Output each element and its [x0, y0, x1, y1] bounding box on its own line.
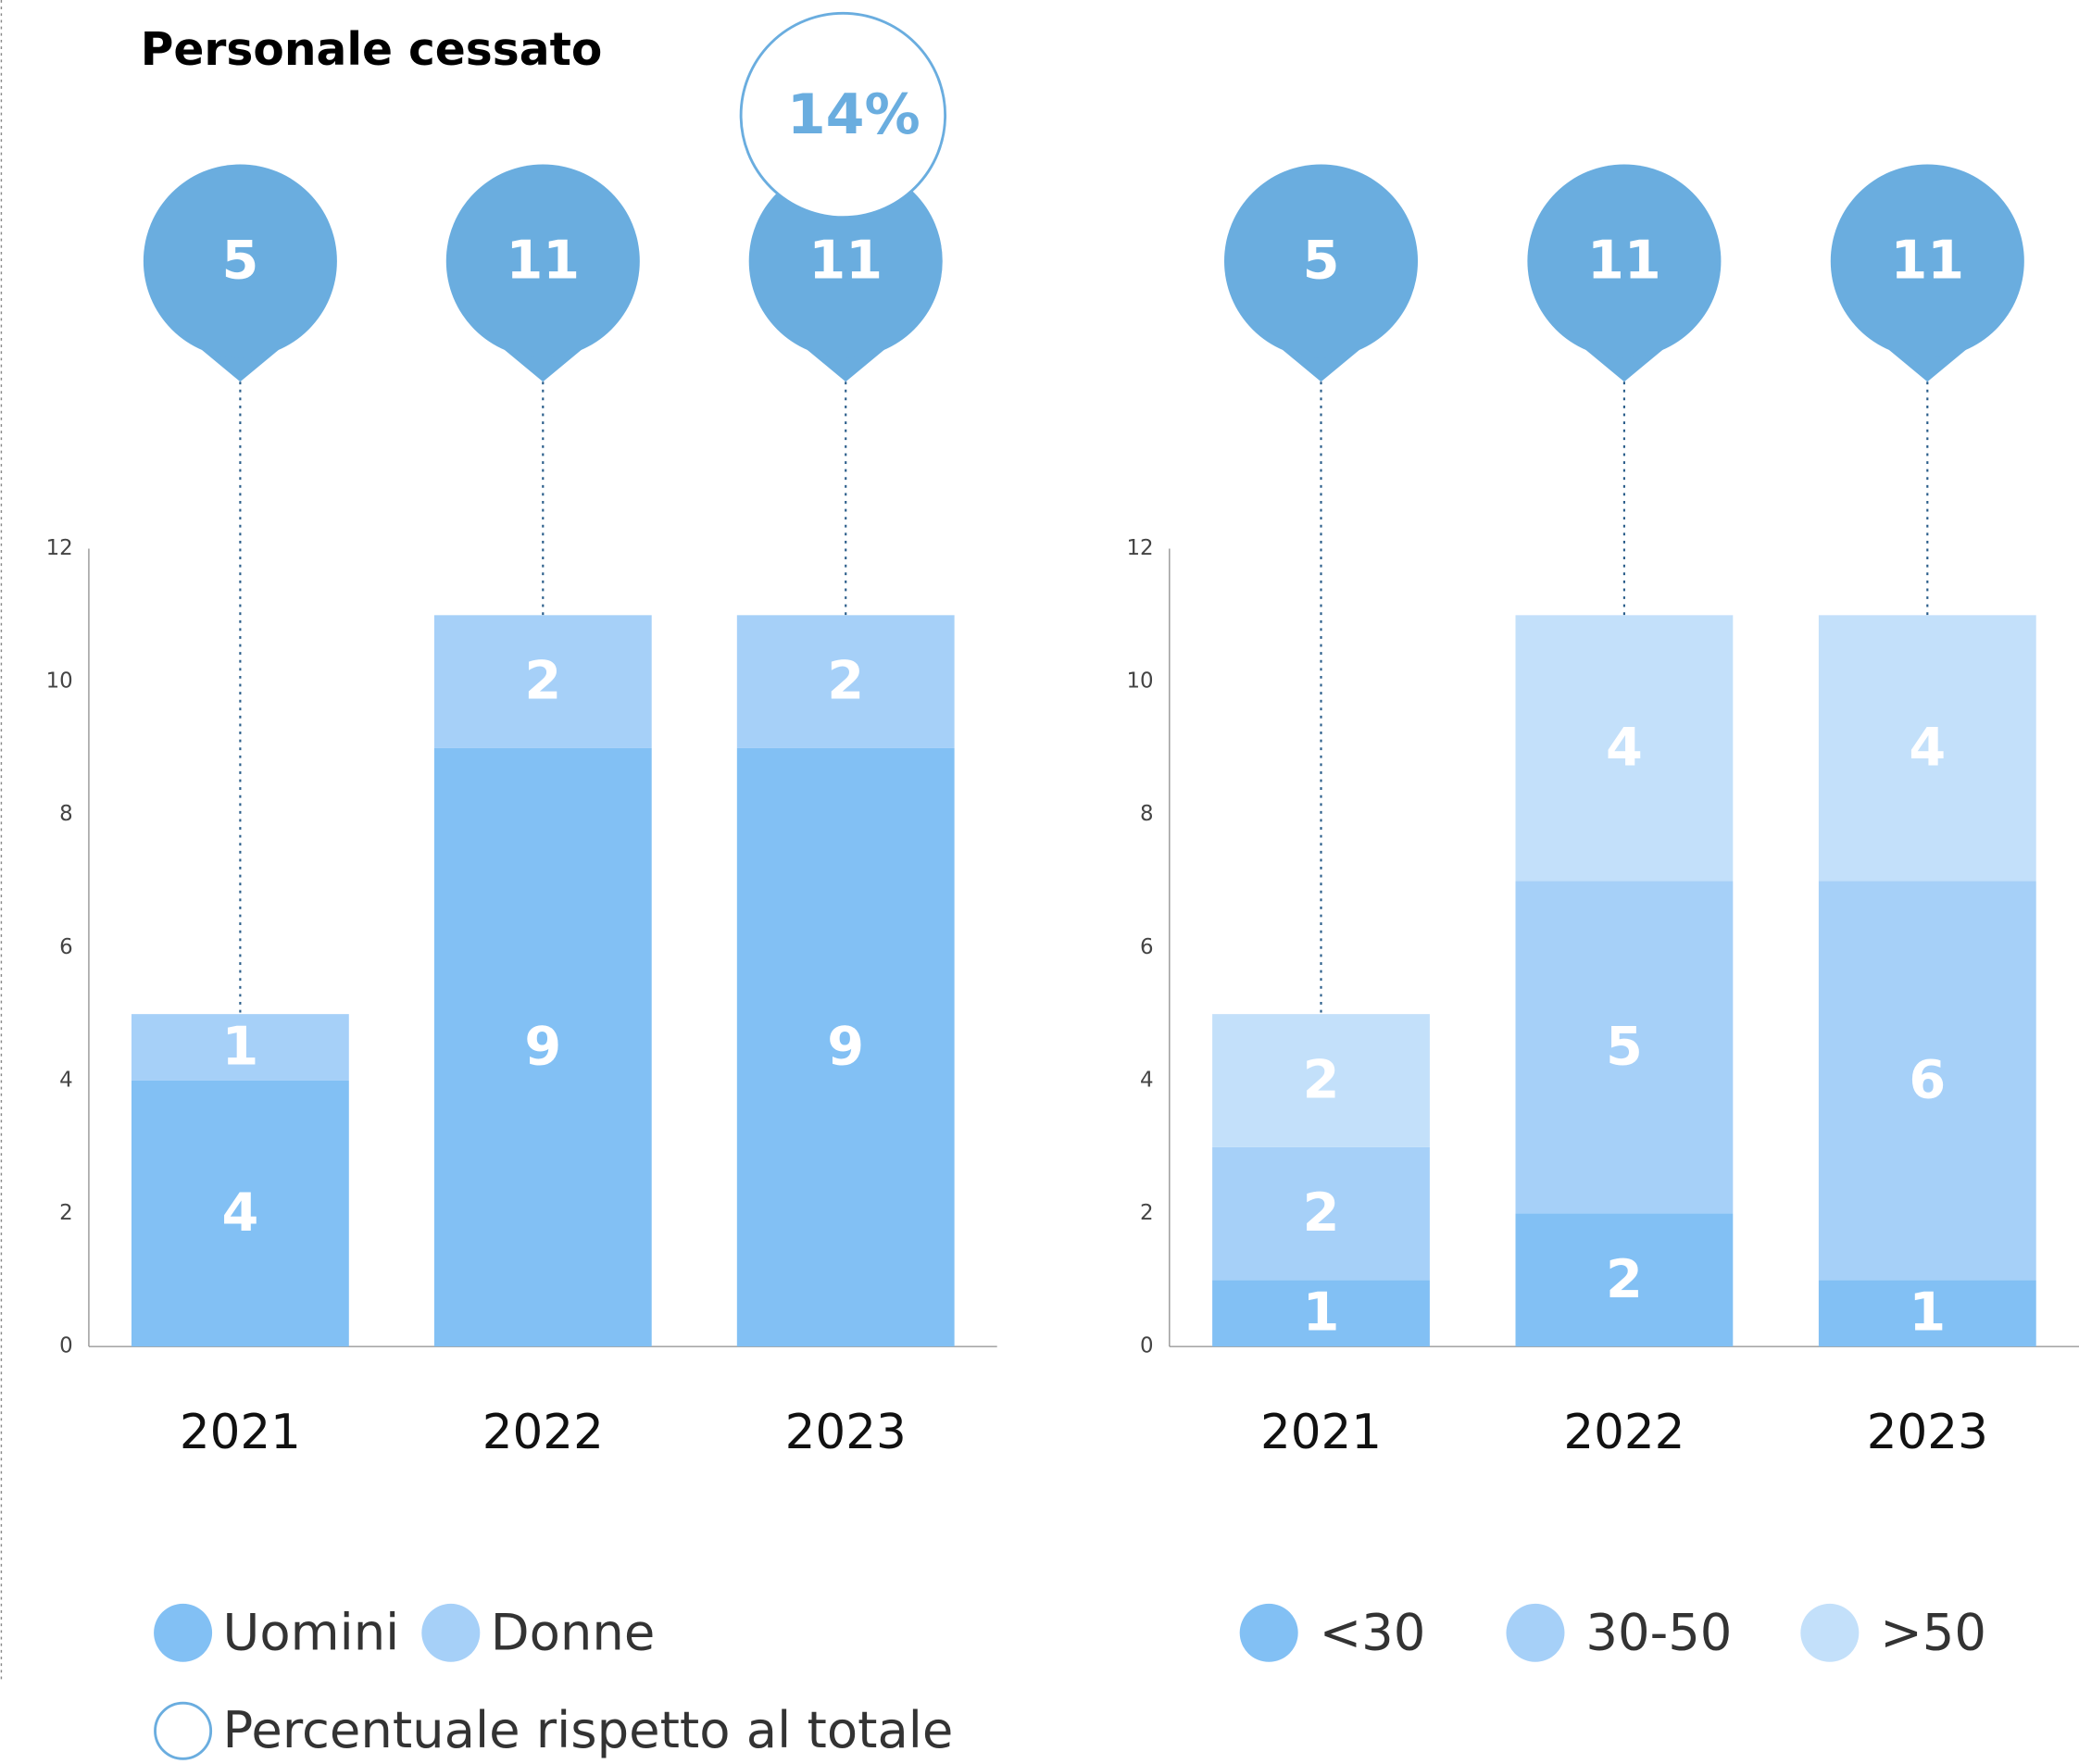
- x-tick-label: 2021: [1260, 1405, 1382, 1460]
- x-tick-label: 2022: [1563, 1405, 1684, 1460]
- total-label: 11: [1890, 229, 1964, 291]
- y-tick-label: 0: [59, 1334, 73, 1358]
- bar-segment: [1212, 1280, 1430, 1347]
- y-tick-label: 12: [46, 536, 73, 560]
- segment-label: 1: [221, 1016, 258, 1078]
- total-bubble-circle: [1830, 164, 2024, 358]
- segment-label: 4: [1606, 716, 1643, 778]
- x-tick-label: 2022: [482, 1405, 604, 1460]
- total-bubble-circle: [748, 164, 943, 358]
- segment-label: 2: [827, 650, 864, 712]
- legend-swatch: [154, 1603, 213, 1662]
- y-tick-label: 0: [1140, 1334, 1154, 1358]
- bar-segment: [1818, 615, 2036, 882]
- y-tick-label: 4: [59, 1068, 73, 1092]
- legend-label: >50: [1880, 1603, 1986, 1661]
- segment-label: 6: [1909, 1048, 1946, 1110]
- bar-segment: [1515, 1213, 1734, 1347]
- segment-label: 1: [1909, 1282, 1946, 1344]
- legend-label: 30-50: [1585, 1603, 1732, 1661]
- y-tick-label: 2: [1140, 1201, 1154, 1225]
- legend-swatch: [1506, 1603, 1565, 1662]
- segment-label: 2: [524, 650, 561, 712]
- x-tick-label: 2021: [180, 1405, 301, 1460]
- bar-segment: [131, 1080, 349, 1347]
- segment-label: 1: [1303, 1282, 1340, 1344]
- legend-label: Uomini: [223, 1603, 400, 1661]
- segment-label: 2: [1303, 1048, 1340, 1110]
- total-bubble-circle: [445, 164, 640, 358]
- total-label: 11: [808, 229, 883, 291]
- total-label: 5: [1303, 229, 1340, 291]
- chart-title: Personale cessato: [141, 24, 603, 76]
- segment-label: 4: [1909, 716, 1946, 778]
- segment-label: 2: [1303, 1182, 1340, 1244]
- total-label: 5: [221, 229, 258, 291]
- total-label: 11: [1587, 229, 1661, 291]
- legend-swatch: [154, 1701, 213, 1760]
- total-label: 11: [506, 229, 580, 291]
- total-bubble-circle: [143, 164, 337, 358]
- segment-label: 9: [827, 1016, 864, 1078]
- y-tick-label: 10: [46, 669, 73, 694]
- y-tick-label: 8: [1140, 802, 1154, 826]
- bar-segment: [433, 615, 652, 748]
- bar-segment: [131, 1014, 349, 1081]
- percent-circle: [739, 11, 947, 219]
- y-tick-label: 10: [1126, 669, 1153, 694]
- legend-swatch: [421, 1603, 481, 1662]
- y-tick-label: 12: [1126, 536, 1153, 560]
- bar-segment: [1818, 1280, 2036, 1347]
- bar-segment: [736, 615, 955, 748]
- y-tick-label: 6: [59, 935, 73, 959]
- segment-label: 5: [1606, 1016, 1643, 1078]
- bar-segment: [1818, 881, 2036, 1281]
- bar-segment: [1515, 615, 1734, 882]
- bar-segment: [1212, 1014, 1430, 1147]
- segment-label: 4: [221, 1182, 258, 1244]
- y-tick-label: 6: [1140, 935, 1154, 959]
- legend-label: <30: [1320, 1603, 1426, 1661]
- bar-segment: [433, 747, 652, 1347]
- segment-label: 2: [1606, 1248, 1643, 1310]
- y-tick-label: 4: [1140, 1068, 1154, 1092]
- percent-label: 14%: [787, 82, 921, 147]
- total-bubble-circle: [1223, 164, 1419, 358]
- total-bubble-circle: [1527, 164, 1722, 358]
- legend-label: Percentuale rispetto al totale: [223, 1701, 954, 1759]
- y-tick-label: 8: [59, 802, 73, 826]
- y-tick-label: 2: [59, 1201, 73, 1225]
- legend-label: Donne: [491, 1603, 656, 1661]
- x-tick-label: 2023: [1867, 1405, 1988, 1460]
- segment-label: 9: [524, 1016, 561, 1078]
- bar-segment: [736, 747, 955, 1347]
- x-tick-label: 2023: [785, 1405, 907, 1460]
- bar-segment: [1212, 1146, 1430, 1281]
- legend-swatch: [1800, 1603, 1860, 1662]
- legend-swatch: [1239, 1603, 1298, 1662]
- bar-segment: [1515, 881, 1734, 1214]
